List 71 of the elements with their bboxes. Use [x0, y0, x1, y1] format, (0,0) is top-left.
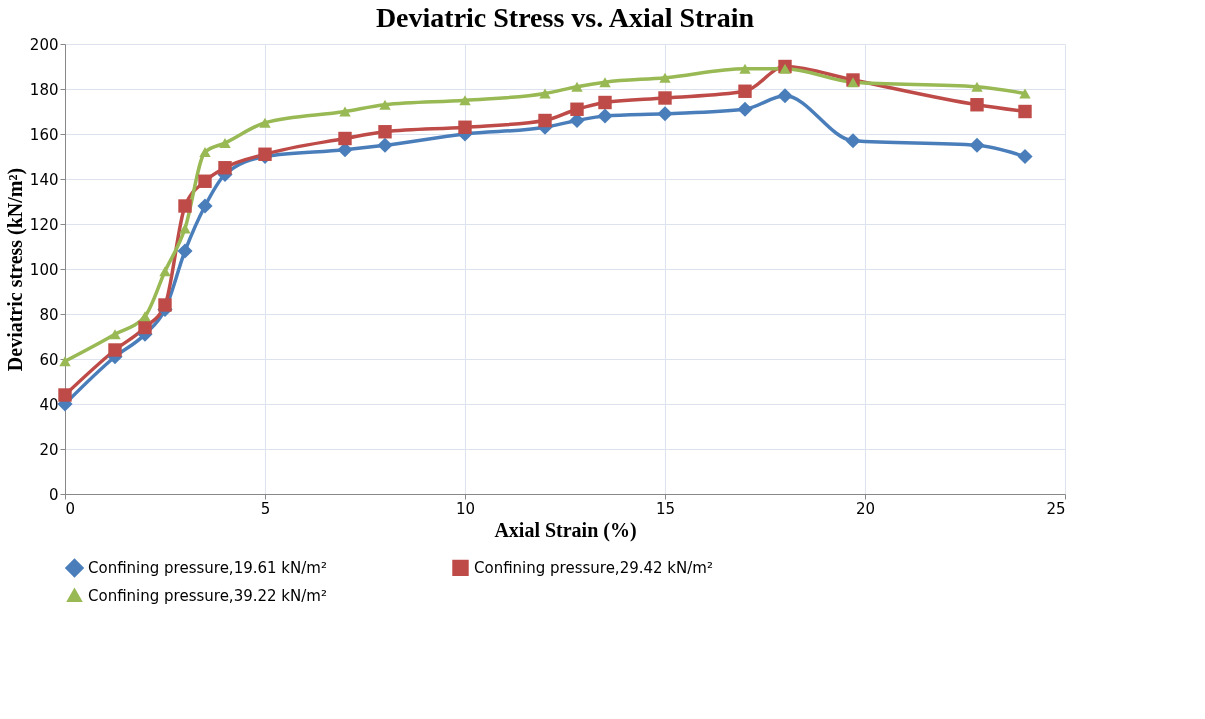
point: [779, 63, 791, 74]
point: [458, 120, 472, 134]
point: [58, 388, 72, 402]
point: [377, 137, 393, 153]
point: [1019, 88, 1031, 99]
point: [339, 106, 351, 117]
point: [59, 356, 71, 367]
y-tick-label: 140: [29, 170, 59, 189]
point: [179, 223, 191, 234]
point: [847, 77, 859, 88]
point: [738, 84, 752, 98]
x-axis-title: Axial Strain (%): [494, 518, 637, 542]
point: [538, 113, 552, 128]
point: [199, 147, 211, 157]
point: [259, 117, 271, 128]
point: [218, 161, 232, 175]
point: [258, 147, 272, 161]
point: [598, 95, 612, 110]
point: [379, 99, 391, 110]
y-tick-label: 40: [39, 395, 59, 414]
y-tick-label: 120: [29, 215, 59, 234]
point: [658, 91, 672, 105]
x-tick-label: 20: [855, 499, 876, 518]
point: [178, 199, 192, 213]
y-tick-label: 200: [29, 35, 59, 54]
y-axis-title: Deviatric stress (kN/m²): [3, 167, 27, 372]
point: [599, 77, 611, 88]
x-tick-label: 25: [1046, 499, 1066, 518]
y-tick-label: 80: [39, 305, 59, 324]
point: [158, 298, 172, 312]
point: [571, 81, 583, 92]
point: [971, 81, 983, 92]
point: [657, 106, 673, 122]
point: [1017, 148, 1033, 165]
point: [1018, 104, 1032, 119]
point: [777, 88, 793, 104]
point: [570, 102, 584, 116]
point: [177, 243, 193, 259]
point: [159, 266, 171, 277]
legend-label: Confining pressure,29.42 kN/m²: [474, 558, 713, 577]
chart-title: Deviatric Stress vs. Axial Strain: [375, 2, 755, 33]
legend-label: Confining pressure,19.61 kN/m²: [88, 558, 327, 577]
point: [539, 88, 551, 99]
point: [338, 131, 352, 146]
point: [459, 95, 471, 106]
point: [970, 98, 984, 112]
point: [139, 311, 151, 322]
y-tick-label: 20: [39, 440, 59, 459]
point: [659, 72, 671, 83]
point: [737, 101, 753, 117]
point: [219, 138, 231, 148]
y-tick-label: 100: [29, 260, 59, 279]
point: [109, 329, 121, 340]
point: [739, 63, 751, 74]
x-tick-label: 10: [455, 499, 476, 518]
y-tick-label: 60: [39, 350, 59, 369]
point: [845, 133, 861, 149]
y-tick-label: 160: [29, 125, 59, 144]
x-tick-label: 5: [260, 499, 271, 518]
point: [197, 198, 213, 214]
point: [138, 320, 152, 335]
x-tick-label: 15: [655, 499, 676, 518]
point: [198, 174, 212, 188]
point: [378, 125, 392, 139]
x-tick-label: 0: [65, 499, 76, 518]
point: [597, 108, 613, 124]
legend-label: Confining pressure,39.22 kN/m²: [88, 586, 327, 605]
y-tick-label: 180: [29, 80, 59, 99]
y-tick-label: 0: [48, 485, 59, 504]
point: [108, 343, 122, 357]
point: [969, 137, 985, 153]
